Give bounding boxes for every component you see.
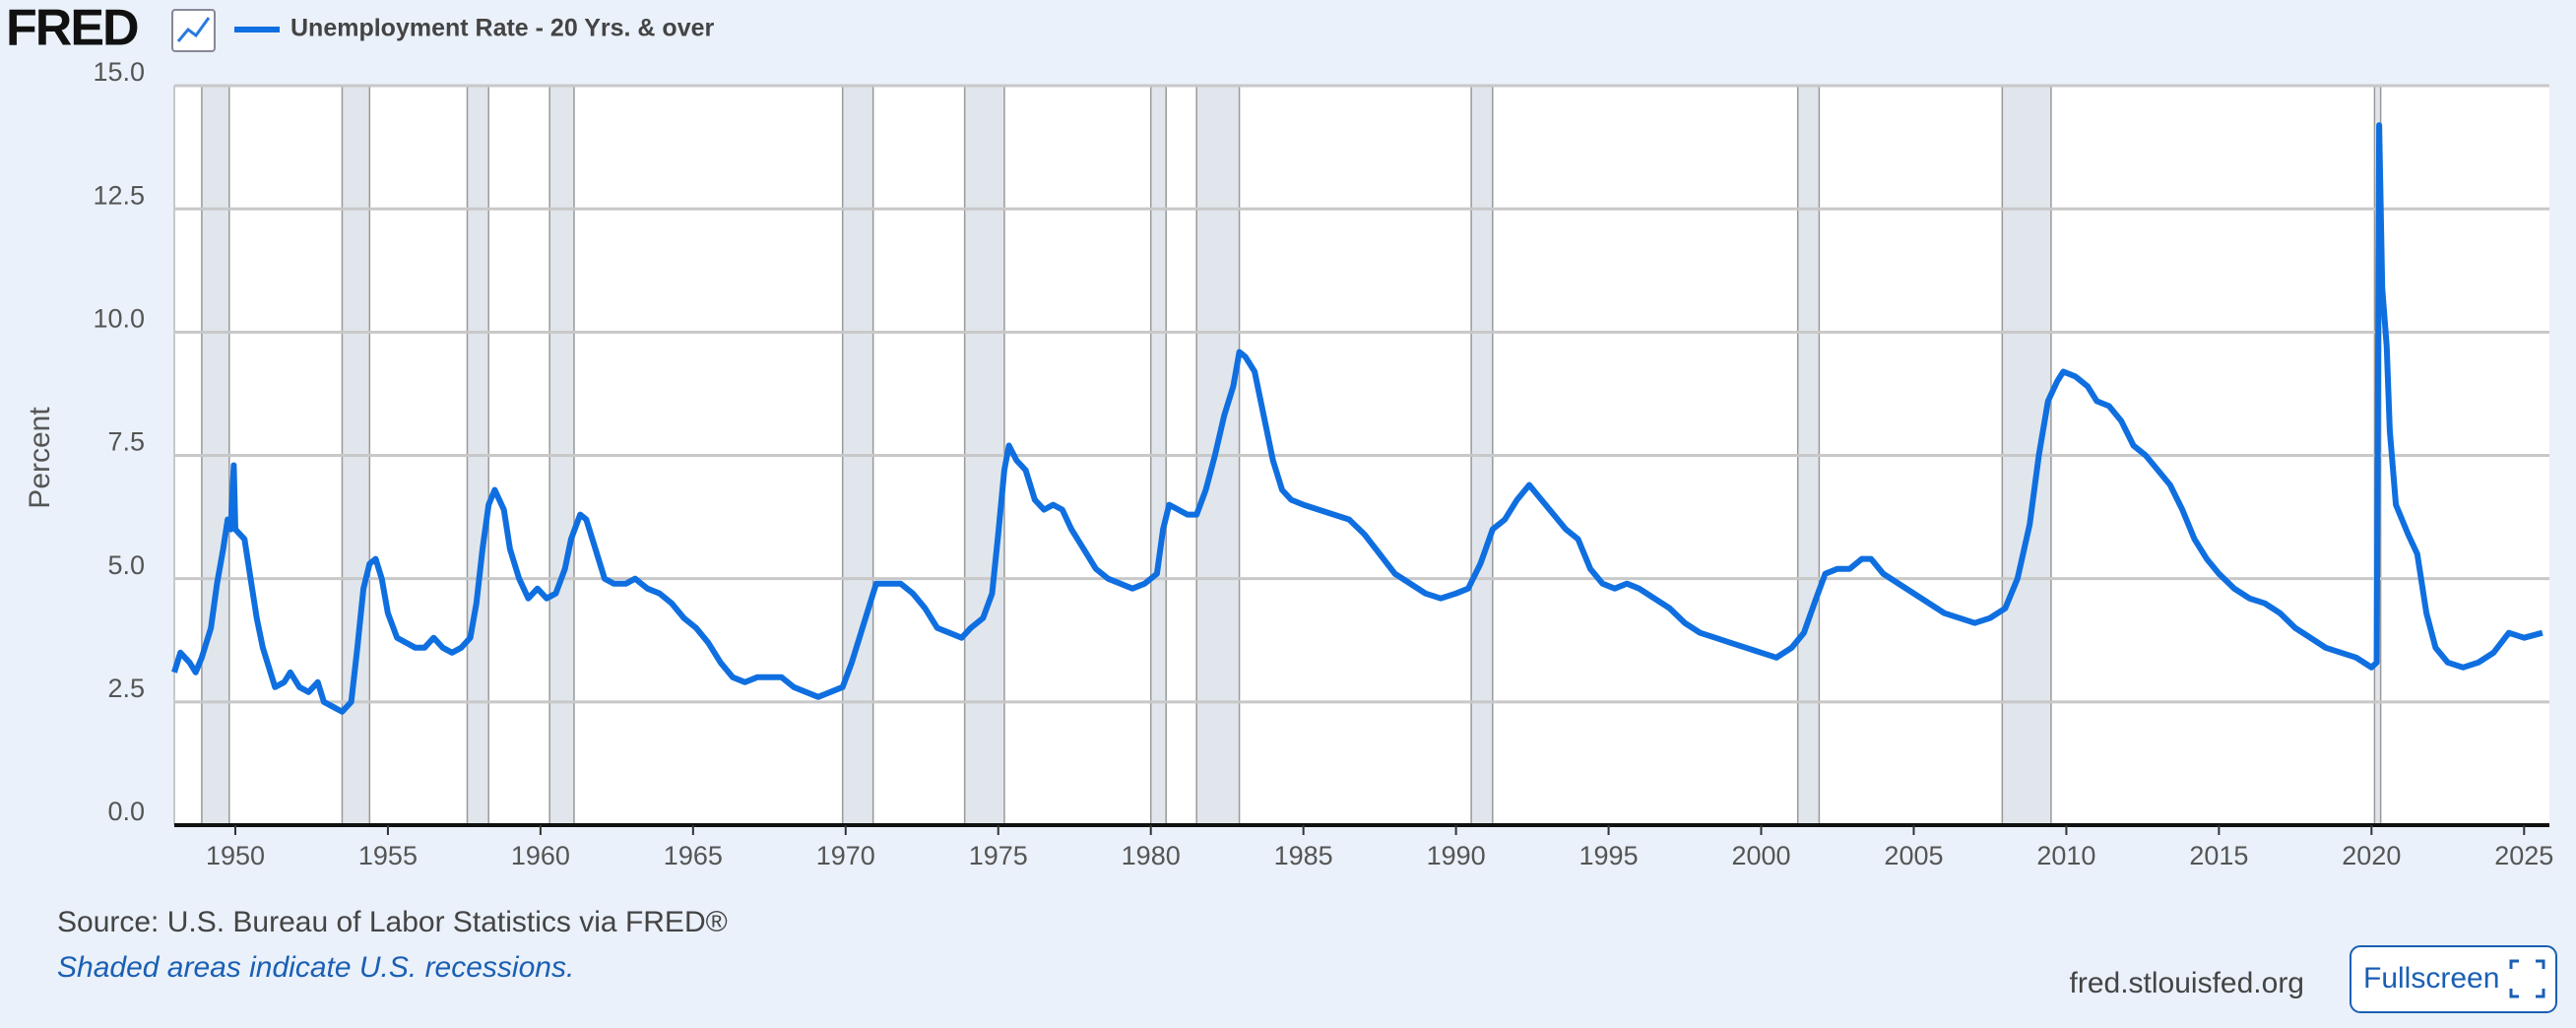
- source: Source: U.S. Bureau of Labor Statistics …: [57, 906, 728, 938]
- x-tick-label: 1960: [511, 841, 570, 870]
- x-tick-label: 1995: [1579, 841, 1639, 870]
- recession-note: Shaded areas indicate U.S. recessions.: [57, 951, 574, 984]
- x-tick-label: 2010: [2036, 841, 2095, 870]
- x-tick-label: 1965: [664, 841, 723, 870]
- fullscreen-label[interactable]: Fullscreen: [2363, 962, 2499, 995]
- chart-icon: [171, 9, 216, 52]
- y-tick-label: 0.0: [107, 797, 145, 826]
- series-line: [171, 122, 2544, 715]
- x-tick-label: 2020: [2342, 841, 2401, 870]
- x-tick-label: 1950: [206, 841, 265, 870]
- x-tick-label: 1990: [1427, 841, 1486, 870]
- x-tick-label: 2005: [1884, 841, 1943, 870]
- x-tick-label: 1985: [1274, 841, 1333, 870]
- y-axis-label: Percent: [24, 407, 56, 509]
- x-tick-label: 2025: [2494, 841, 2553, 870]
- chart-icon-line: [176, 17, 211, 42]
- y-tick-label: 10.0: [93, 303, 145, 333]
- fullscreen-icon[interactable]: [2509, 959, 2545, 998]
- site-link[interactable]: fred.stlouisfed.org: [2070, 967, 2304, 999]
- y-tick-label: 2.5: [107, 674, 145, 703]
- y-tick-label: 12.5: [93, 180, 145, 210]
- x-tick-label: 1970: [816, 841, 875, 870]
- legend-label: Unemployment Rate - 20 Yrs. & over: [290, 15, 715, 42]
- y-tick-label: 5.0: [107, 550, 145, 580]
- x-tick-label: 1980: [1122, 841, 1181, 870]
- x-tick-label: 1975: [969, 841, 1028, 870]
- fullscreen-button[interactable]: [2350, 945, 2557, 1013]
- y-tick-label: 7.5: [107, 427, 145, 457]
- x-tick-label: 2000: [1731, 841, 1790, 870]
- y-tick-label: 15.0: [93, 57, 145, 87]
- x-tick-label: 2015: [2189, 841, 2248, 870]
- x-tick-label: 1955: [358, 841, 418, 870]
- logo: FRED: [6, 0, 138, 57]
